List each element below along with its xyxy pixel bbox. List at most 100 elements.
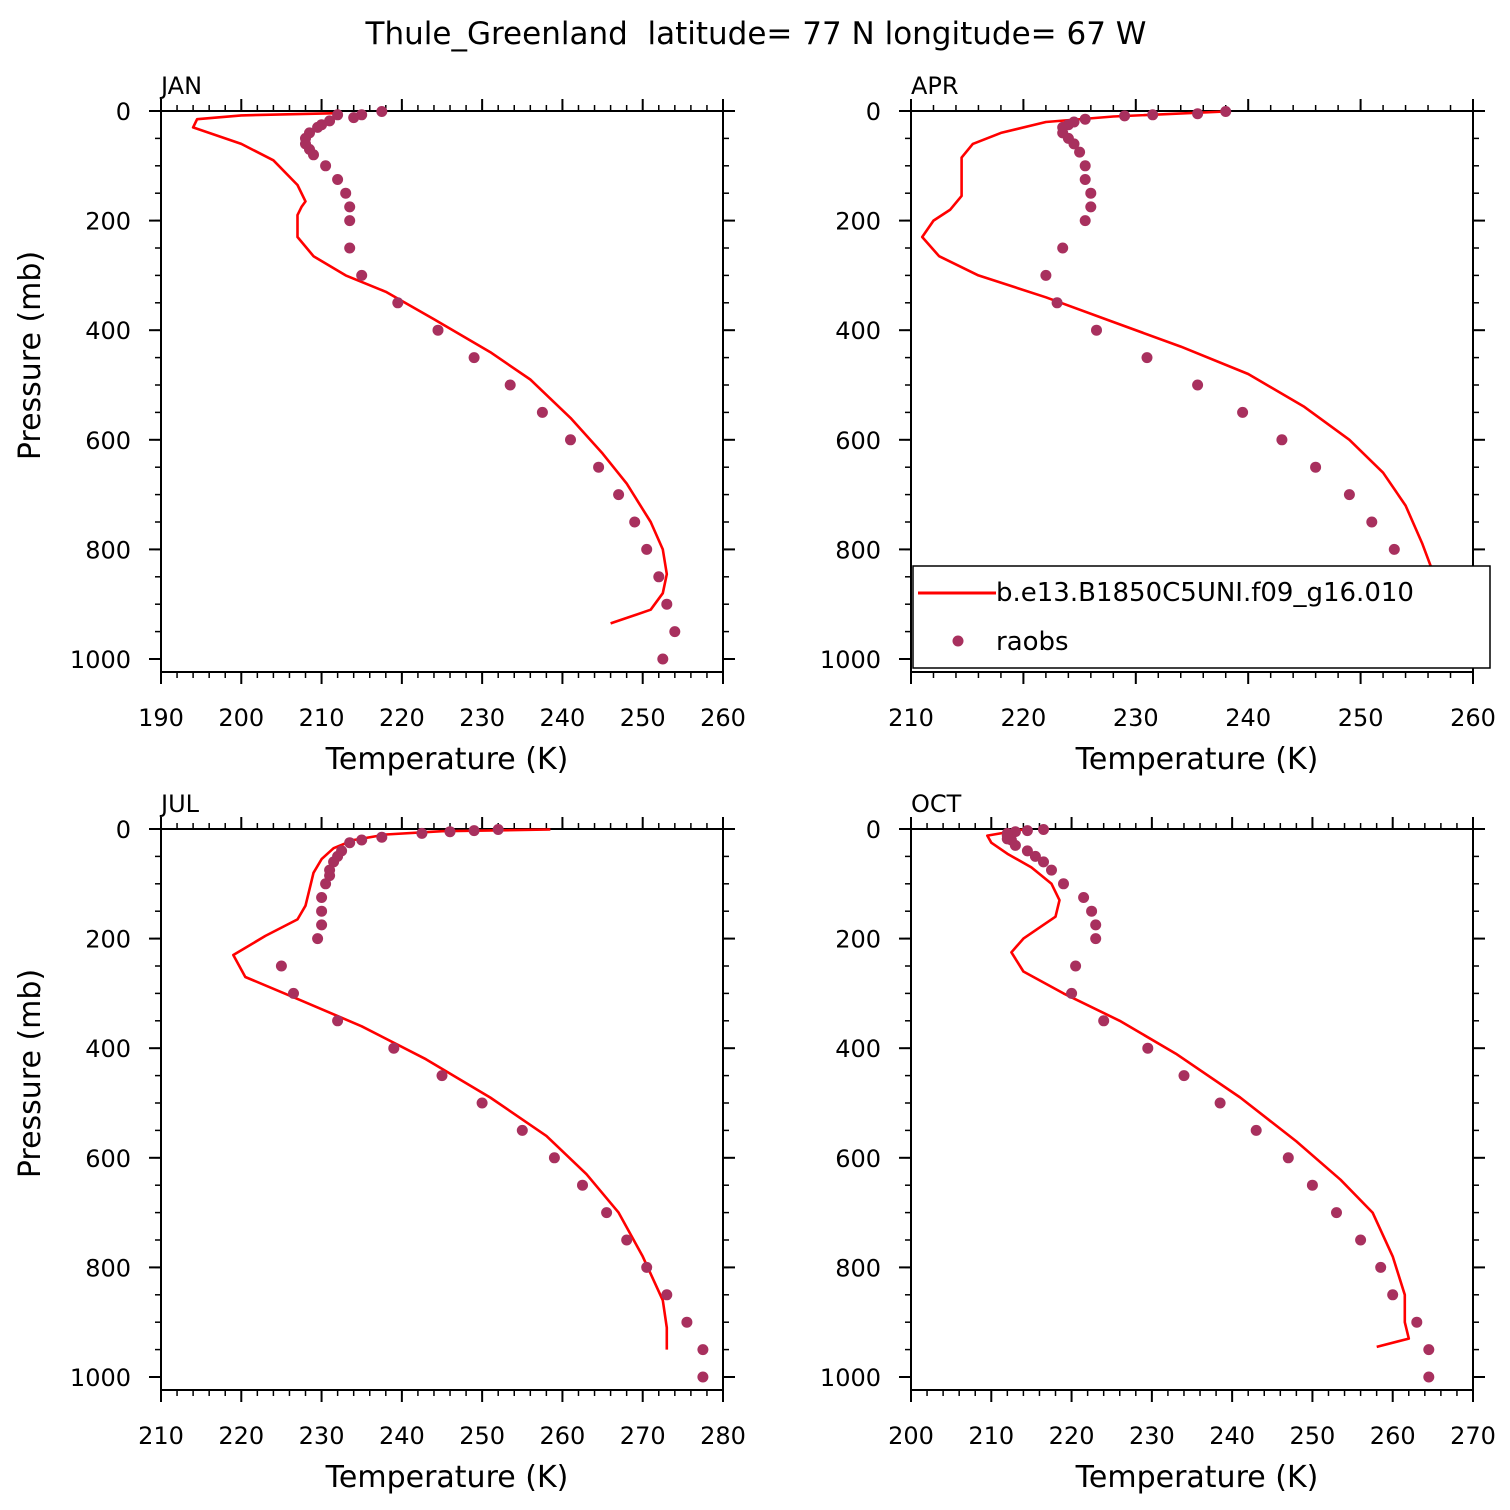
obs-point: [376, 831, 388, 843]
x-tick-label: 230: [1129, 1422, 1175, 1450]
obs-point: [1051, 297, 1063, 309]
obs-point: [1375, 1261, 1387, 1273]
obs-point: [344, 837, 356, 849]
obs-point: [332, 109, 344, 121]
obs-point: [356, 269, 368, 281]
obs-point: [681, 1316, 693, 1328]
obs-point: [1057, 242, 1069, 254]
obs-point: [416, 827, 428, 839]
x-tick-label: 240: [540, 704, 586, 732]
obs-point: [1090, 919, 1102, 931]
obs-point: [1310, 461, 1322, 473]
y-tick-label: 200: [85, 208, 131, 236]
obs-point: [340, 187, 352, 199]
obs-point: [1079, 174, 1091, 185]
x-tick-label: 260: [1450, 704, 1496, 732]
y-tick-label: 400: [835, 317, 881, 345]
obs-point: [1079, 215, 1091, 227]
obs-point: [516, 1124, 528, 1136]
x-tick-label: 190: [138, 704, 184, 732]
x-axis-label: Temperature (K): [325, 742, 569, 777]
obs-point: [392, 297, 404, 309]
obs-point: [1192, 108, 1204, 120]
obs-point: [1029, 850, 1041, 862]
x-tick-label: 220: [1049, 1422, 1095, 1450]
plot-frame: [910, 828, 1474, 1391]
obs-point: [1142, 1042, 1154, 1054]
y-tick-label: 600: [85, 427, 131, 455]
obs-point: [657, 653, 669, 665]
obs-point: [376, 106, 388, 117]
obs-point: [1423, 1344, 1435, 1356]
y-tick-label: 1000: [820, 646, 881, 674]
y-tick-label: 800: [835, 1254, 881, 1282]
x-tick-label: 220: [1000, 704, 1046, 732]
obs-point: [1070, 960, 1082, 972]
legend-obs-swatch: [952, 635, 964, 647]
obs-point: [1331, 1207, 1342, 1219]
obs-point: [1085, 187, 1097, 199]
x-tick-label: 260: [1370, 1422, 1416, 1450]
panel-apr: 210 220 230 240 250 260 0 200 400 600 800 1000 APR Te…: [820, 72, 1496, 777]
x-tick-label: 200: [218, 704, 264, 732]
obs-point: [1366, 516, 1378, 528]
x-tick-label: 250: [459, 1422, 505, 1450]
y-tick-label: 600: [835, 1145, 881, 1173]
y-tick-label: 1000: [70, 646, 131, 674]
obs-point: [1038, 824, 1049, 835]
obs-point: [316, 919, 328, 931]
legend-model-label: b.e13.B1850C5UNI.f09_g16.010: [996, 578, 1414, 608]
obs-point: [1343, 489, 1355, 501]
obs-point: [1192, 379, 1204, 391]
obs-point: [1098, 1015, 1110, 1027]
x-tick-label: 220: [218, 1422, 264, 1450]
obs-point: [332, 174, 344, 185]
plot-frame: [160, 110, 724, 673]
obs-point: [312, 933, 324, 945]
obs-point: [1086, 905, 1098, 917]
obs-point: [1074, 146, 1086, 158]
obs-point: [1085, 201, 1097, 213]
y-tick-label: 1000: [820, 1364, 881, 1392]
obs-point: [1068, 138, 1080, 150]
obs-point: [320, 878, 332, 890]
obs-point: [504, 379, 516, 391]
obs-point: [641, 1261, 653, 1273]
y-axis-label: Pressure (mb): [13, 969, 48, 1178]
obs-point: [629, 516, 641, 528]
obs-point: [1178, 1070, 1190, 1082]
y-axis-label: Pressure (mb): [13, 251, 48, 460]
obs-point: [1021, 825, 1033, 837]
y-tick-label: 400: [85, 317, 131, 345]
panel-label: OCT: [911, 790, 962, 818]
obs-point: [1009, 839, 1021, 851]
obs-point: [356, 834, 368, 846]
panels: 190 200 210 220 230 240 250 260 0 200 400 600 800 100…: [13, 72, 1496, 1495]
obs-point: [536, 406, 548, 418]
obs-point: [388, 1042, 400, 1054]
model-line: [232, 828, 669, 1350]
y-tick-label: 800: [85, 1254, 131, 1282]
x-tick-label: 250: [1290, 1422, 1336, 1450]
x-tick-label: 250: [620, 704, 666, 732]
obs-point: [275, 960, 287, 972]
model-line: [191, 111, 669, 625]
obs-point: [308, 149, 319, 161]
obs-point: [1079, 113, 1091, 125]
obs-point: [1250, 1124, 1262, 1136]
obs-point: [324, 870, 336, 882]
obs-point: [697, 1371, 709, 1383]
y-tick-label: 200: [835, 926, 881, 954]
obs-point: [577, 1179, 588, 1191]
y-tick-label: 800: [85, 536, 131, 564]
obs-point: [312, 121, 324, 133]
panel-jul: 210 220 230 240 250 260 270 280 0 200 400 600 800 100…: [13, 790, 746, 1495]
obs-point: [613, 489, 625, 501]
obs-point: [476, 1097, 488, 1109]
y-tick-label: 0: [866, 816, 881, 844]
obs-point: [1038, 856, 1049, 868]
x-tick-label: 270: [620, 1422, 666, 1450]
obs-point: [1091, 324, 1102, 336]
obs-point: [621, 1234, 633, 1246]
y-tick-label: 400: [85, 1035, 131, 1063]
